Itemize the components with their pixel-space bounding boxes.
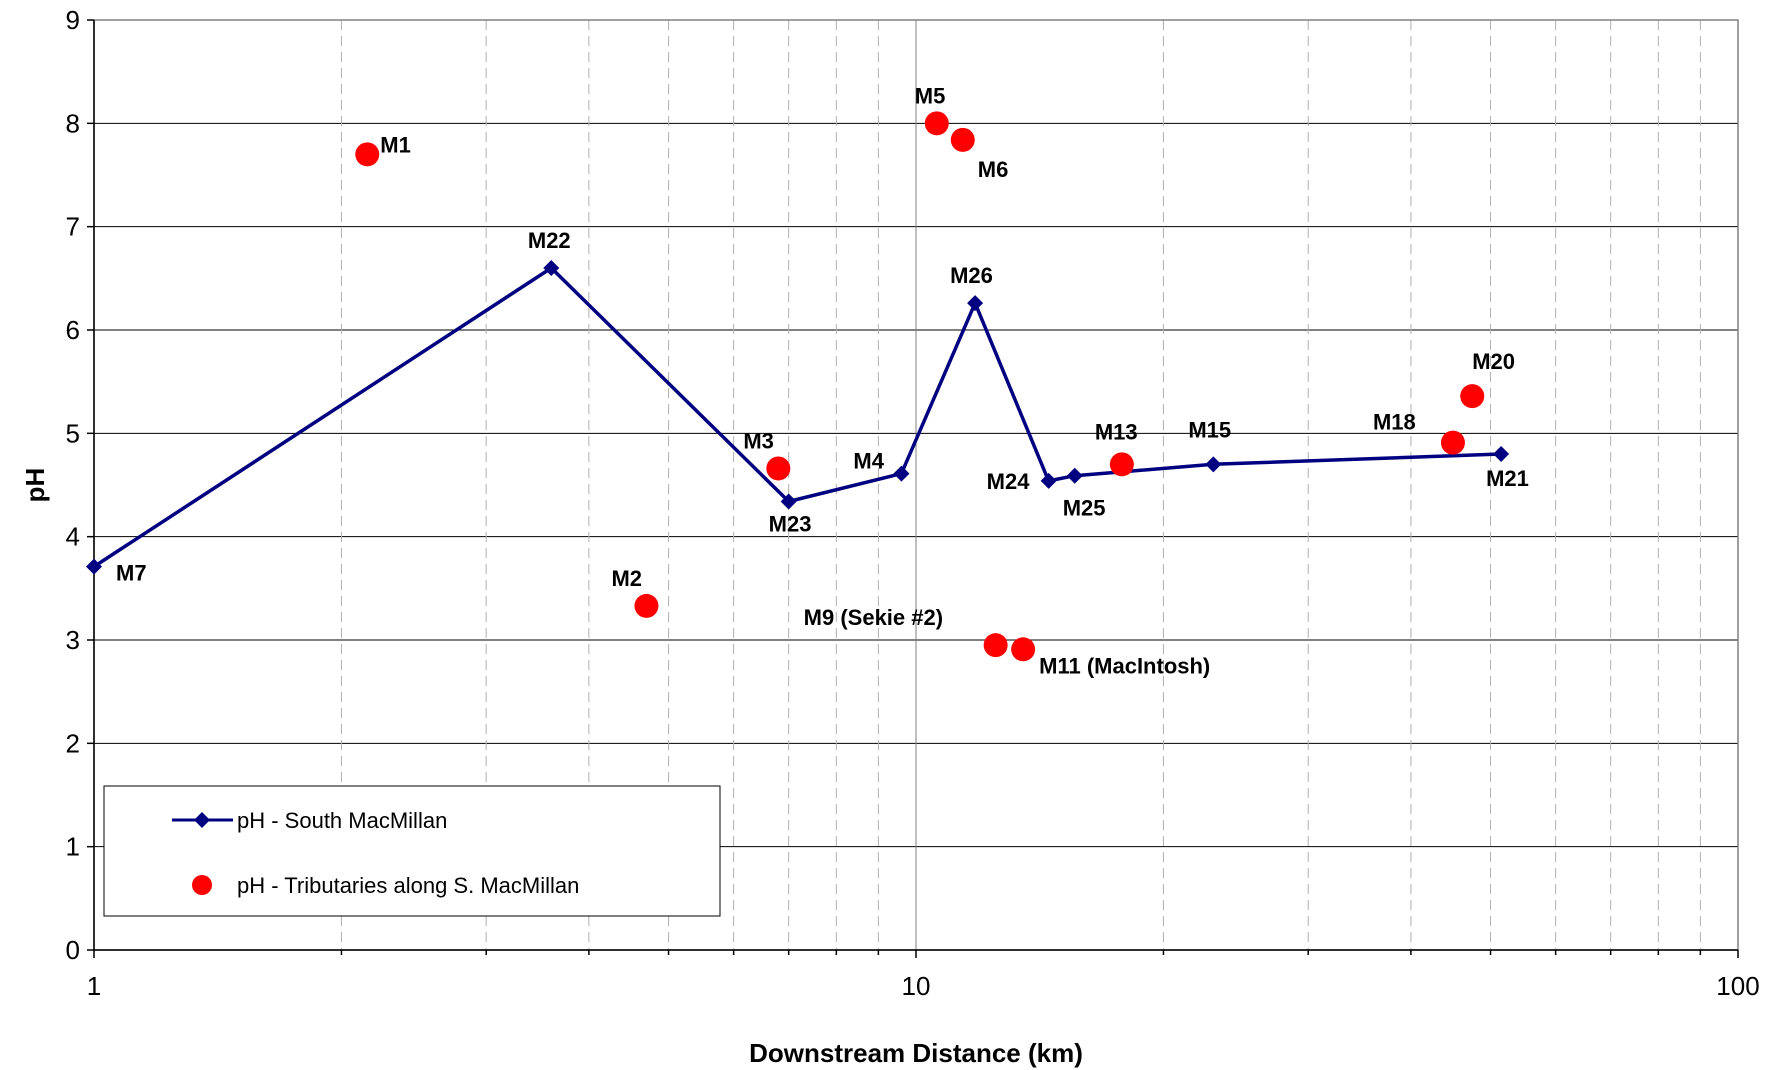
diamond-marker [1205, 456, 1222, 473]
point-label: M3 [743, 428, 774, 453]
diamond-marker [1493, 446, 1510, 462]
tributary-dot [355, 142, 380, 167]
diamond-marker [1066, 467, 1083, 484]
tributary-dot [1460, 384, 1485, 409]
point-label: M2 [611, 566, 642, 591]
y-tick-label: 4 [66, 522, 80, 552]
y-tick-label: 3 [66, 625, 80, 655]
x-tick-label: 1 [87, 971, 101, 1001]
tributary-dot [983, 633, 1008, 658]
series-south-macmillan [86, 260, 1510, 575]
x-tick-label: 100 [1716, 971, 1759, 1001]
point-label: M24 [987, 469, 1031, 494]
diamond-marker [86, 558, 102, 575]
diamond-marker [1040, 472, 1057, 489]
point-label: M20 [1472, 349, 1515, 374]
point-label: M21 [1486, 466, 1529, 491]
y-tick-label: 9 [66, 5, 80, 35]
point-label: M9 (Sekie #2) [804, 605, 943, 630]
legend-entry-tributaries: pH - Tributaries along S. MacMillan [237, 873, 579, 898]
legend-box [103, 785, 721, 917]
diamond-marker [893, 465, 910, 482]
series-tributaries [355, 111, 1485, 662]
tributary-dot [924, 111, 949, 136]
tributary-dot [634, 593, 659, 618]
y-tick-label: 7 [66, 212, 80, 242]
x-tick-label: 10 [902, 971, 931, 1001]
tributary-dot [1109, 452, 1134, 477]
legend-entry-south-macmillan: pH - South MacMillan [237, 808, 447, 833]
y-tick-label: 6 [66, 315, 80, 345]
point-label: M22 [528, 228, 571, 253]
legend-diamond-swatch [194, 812, 210, 828]
point-label: M26 [950, 263, 993, 288]
point-label: M5 [915, 83, 946, 108]
point-label: M25 [1063, 496, 1106, 521]
diamond-marker [543, 260, 560, 276]
point-label: M7 [116, 561, 147, 586]
y-tick-label: 5 [66, 418, 80, 448]
legend: pH - South MacMillan pH - Tributaries al… [103, 785, 721, 917]
y-tick-label: 2 [66, 728, 80, 758]
diamond-marker [967, 295, 984, 312]
tributary-dot [1440, 430, 1465, 455]
point-label: M11 (MacIntosh) [1039, 653, 1210, 678]
y-tick-label: 0 [66, 935, 80, 965]
point-label: M15 [1188, 417, 1231, 442]
point-labels: M7 M22 M23 M4 M26 M24 M25 M15 M21 M1 M2 M3 M5 M6 M9 (S… [116, 83, 1529, 678]
tributary-dot [1011, 637, 1036, 662]
y-tick-label: 8 [66, 108, 80, 138]
point-label: M18 [1373, 410, 1416, 435]
tributary-dot [950, 127, 975, 152]
diamond-marker [780, 493, 797, 510]
point-label: M13 [1095, 419, 1138, 444]
y-axis-title: pH [20, 468, 50, 503]
x-axis-title: Downstream Distance (km) [749, 1038, 1083, 1068]
point-label: M1 [380, 132, 411, 157]
point-label: M6 [978, 157, 1009, 182]
tributary-dot [766, 456, 791, 481]
y-tick-label: 1 [66, 832, 80, 862]
legend-dot-swatch [192, 875, 212, 895]
point-label: M4 [853, 449, 884, 474]
point-label: M23 [769, 512, 812, 537]
